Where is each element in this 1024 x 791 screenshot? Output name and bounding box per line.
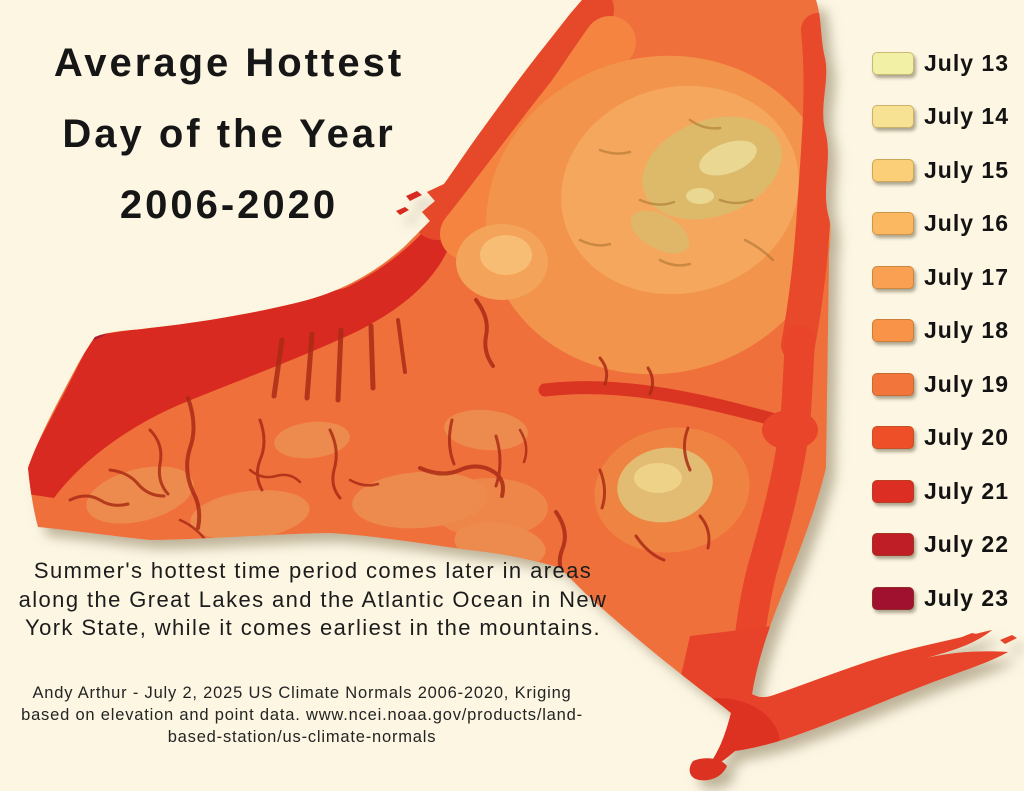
legend-swatch (872, 105, 914, 128)
staten-island (689, 758, 727, 781)
legend-label: July 23 (924, 584, 1009, 611)
legend-label: July 20 (924, 424, 1009, 450)
legend-label: July 14 (924, 103, 1009, 129)
zone-albany-basin (762, 410, 818, 450)
legend-item: July 22 (872, 531, 1009, 557)
zone-high-peaks-tan-south (630, 210, 690, 254)
legend: July 13 July 14 July 15 July 16 July 17 … (872, 49, 1009, 641)
zone-high-peaks-pale-small (686, 188, 714, 204)
map-title: Average Hottest Day of the Year 2006-202… (8, 28, 450, 241)
zone-high-peaks-pale (699, 140, 757, 176)
legend-swatch (872, 319, 914, 342)
legend-swatch (872, 212, 914, 235)
zone-lake-ontario-plain (28, 204, 454, 498)
legend-swatch (872, 479, 914, 503)
legend-label: July 19 (924, 370, 1009, 397)
legend-label: July 21 (924, 477, 1009, 504)
legend-item: July 20 (872, 424, 1009, 450)
plum-island (1000, 635, 1017, 644)
zone-hudson-valley (729, 325, 815, 705)
legend-item: July 18 (872, 317, 1009, 343)
zone-st-lawrence-valley (410, 0, 614, 240)
legend-swatch (872, 158, 914, 182)
title-line-1: Average Hottest (53, 41, 405, 85)
legend-swatch (872, 426, 914, 449)
legend-item: July 14 (872, 103, 1009, 129)
legend-item: July 19 (872, 370, 1009, 397)
legend-item: July 16 (872, 210, 1009, 236)
legend-swatch (872, 51, 914, 75)
legend-swatch (872, 533, 914, 556)
legend-item: July 13 (872, 49, 1009, 76)
legend-item: July 15 (872, 156, 1009, 183)
legend-item: July 17 (872, 263, 1009, 290)
legend-swatch (872, 586, 914, 610)
legend-label: July 13 (924, 49, 1009, 76)
fishers-island (952, 633, 981, 644)
legend-label: July 22 (924, 531, 1009, 557)
legend-swatch (872, 265, 914, 289)
legend-item: July 23 (872, 584, 1009, 611)
adirondack-ridge-lines (578, 118, 775, 267)
legend-label: July 18 (924, 317, 1009, 343)
legend-item: July 21 (872, 477, 1009, 504)
legend-label: July 16 (924, 210, 1009, 236)
small-islands (396, 191, 1017, 781)
zone-catskills-pale (634, 463, 682, 493)
legend-label: July 17 (924, 263, 1009, 290)
legend-swatch (872, 372, 914, 396)
zone-tug-hill-top (480, 235, 532, 275)
title-line-3: 2006-2020 (119, 183, 339, 227)
title-line-2: Day of the Year (62, 112, 396, 156)
zone-champlain-valley (781, 13, 838, 362)
map-caption: Summer's hottest time period comes later… (18, 558, 608, 641)
legend-label: July 15 (924, 156, 1009, 183)
valley-lines (68, 298, 711, 582)
map-attribution: Andy Arthur - July 2, 2025 US Climate No… (21, 684, 583, 746)
